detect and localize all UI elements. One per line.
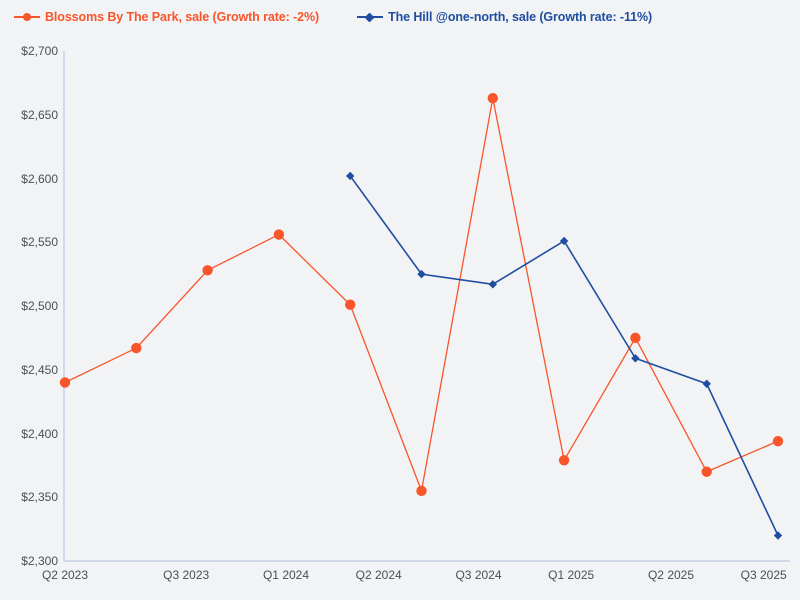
- x-axis-tick-label: Q3 2024: [455, 568, 502, 582]
- data-point[interactable]: [59, 377, 71, 388]
- legend-marker-diamond-icon: [357, 11, 384, 23]
- data-point[interactable]: [702, 379, 711, 388]
- data-point[interactable]: [558, 455, 570, 466]
- y-axis-tick-label: $2,400: [21, 426, 58, 441]
- data-point[interactable]: [630, 332, 641, 344]
- data-point[interactable]: [346, 171, 355, 181]
- data-point[interactable]: [487, 92, 498, 104]
- data-point[interactable]: [131, 342, 142, 354]
- y-axis-tick-label: $2,500: [21, 299, 58, 313]
- x-axis-tick-label: Q2 2023: [41, 568, 89, 582]
- legend-item-the-hill-one-north[interactable]: The Hill @one-north, sale (Growth rate: …: [357, 10, 652, 24]
- data-point[interactable]: [772, 435, 784, 447]
- y-axis: $2,300 $2,350 $2,400 $2,450 $2,500 $2,550 $2,6…: [0, 0, 58, 600]
- data-point[interactable]: [417, 269, 426, 279]
- series-layer: [59, 92, 784, 540]
- x-axis-tick-label: Q2 2025: [647, 568, 695, 582]
- legend-label-blossoms-by-the-park: Blossoms By The Park, sale (Growth rate:…: [45, 10, 320, 24]
- data-point[interactable]: [773, 531, 783, 540]
- y-axis-tick-label: $2,700: [21, 44, 58, 58]
- legend-item-blossoms-by-the-park[interactable]: Blossoms By The Park, sale (Growth rate:…: [14, 10, 319, 24]
- axis-lines: [63, 51, 790, 562]
- x-axis-tick-label: Q2 2024: [355, 568, 402, 582]
- x-axis-tick-label: Q1 2025: [548, 568, 595, 582]
- y-axis-tick-label: $2,650: [21, 107, 58, 122]
- x-axis-tick-label: Q3 2025: [740, 568, 787, 582]
- y-axis-tick-label: $2,550: [21, 235, 58, 250]
- x-axis-tick-label: Q1 2024: [262, 568, 310, 582]
- data-point[interactable]: [488, 280, 497, 289]
- data-point[interactable]: [416, 485, 427, 497]
- data-point[interactable]: [345, 299, 356, 310]
- legend-marker-circle-icon: [14, 11, 40, 23]
- data-point[interactable]: [559, 236, 569, 246]
- legend-label-the-hill-one-north: The Hill @one-north, sale (Growth rate: …: [388, 10, 653, 24]
- data-point[interactable]: [202, 265, 213, 276]
- y-axis-tick-label: $2,300: [21, 554, 58, 568]
- data-point[interactable]: [631, 354, 640, 363]
- data-point[interactable]: [701, 466, 712, 477]
- y-axis-tick-label: $2,450: [21, 362, 58, 377]
- x-axis-tick-label: Q3 2023: [163, 568, 210, 582]
- chart-legend: Blossoms By The Park, sale (Growth rate:…: [0, 0, 800, 34]
- y-axis-tick-label: $2,600: [21, 171, 58, 186]
- y-axis-tick-label: $2,350: [21, 490, 58, 505]
- data-point[interactable]: [273, 229, 285, 240]
